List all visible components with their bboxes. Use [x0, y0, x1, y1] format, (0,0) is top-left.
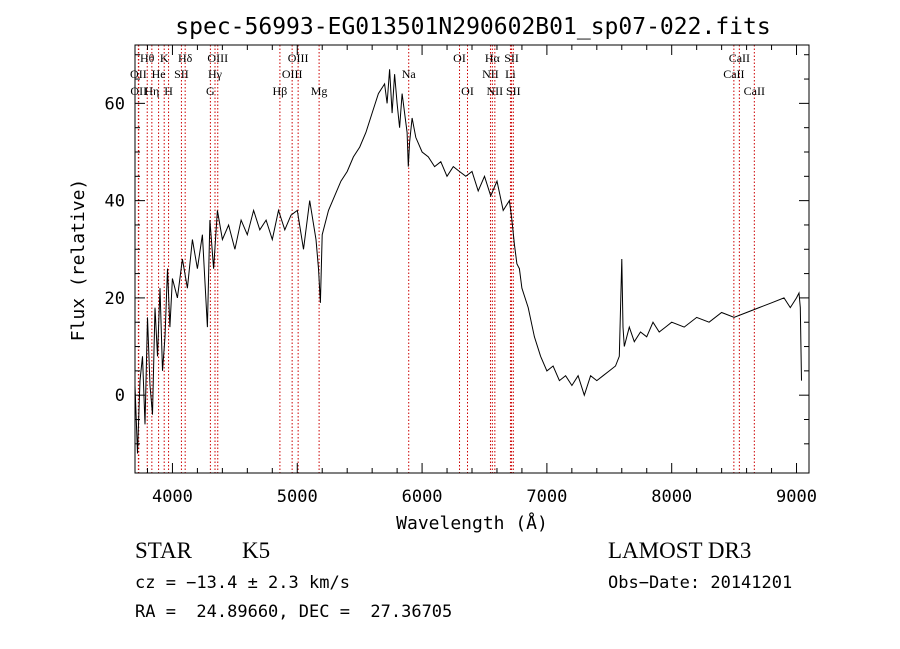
line-marker-label: NII	[482, 67, 499, 81]
x-tick-label: 4000	[152, 487, 193, 507]
line-marker-label: NII	[487, 84, 504, 98]
x-tick-label: 6000	[402, 487, 443, 507]
x-tick-label: 9000	[776, 487, 817, 507]
line-marker-label: OI	[461, 84, 474, 98]
y-tick-label: 0	[115, 386, 125, 406]
line-marker-label: Hδ	[178, 51, 193, 65]
line-marker-label: SII	[506, 84, 521, 98]
x-tick-label: 8000	[651, 487, 692, 507]
line-marker-label: CaII	[744, 84, 765, 98]
line-marker-label: SII	[174, 67, 189, 81]
spectrum-series-line	[134, 69, 802, 454]
survey-release: LAMOST DR3	[608, 538, 752, 563]
line-marker-label: Hβ	[273, 84, 288, 98]
line-marker-label: OIII	[282, 67, 303, 81]
line-marker-label: OIII	[207, 51, 228, 65]
line-marker-label: SII	[504, 51, 519, 65]
line-marker-label: CaII	[729, 51, 750, 65]
line-marker-label: Hθ	[140, 51, 155, 65]
y-tick-label: 60	[105, 94, 125, 114]
x-axis-ticks: 4000 5000 6000 7000 8000 9000	[146, 45, 817, 507]
x-tick-label: 5000	[277, 487, 318, 507]
ra-dec: RA = 24.89660, DEC = 27.36705	[135, 602, 453, 622]
line-markers	[137, 45, 755, 473]
chart-title: spec-56993-EG013501N290602B01_sp07-022.f…	[175, 14, 770, 40]
line-marker-label: K	[160, 51, 169, 65]
y-axis-label: Flux (relative)	[68, 179, 89, 342]
line-marker-label: OI	[453, 51, 466, 65]
line-marker-label: Hα	[485, 51, 501, 65]
redshift-cz: cz = −13.4 ± 2.3 km/s	[135, 573, 350, 593]
y-tick-label: 20	[105, 289, 125, 309]
x-axis-label: Wavelength (Å)	[396, 512, 548, 534]
line-marker-label: OIII	[288, 51, 309, 65]
y-tick-label: 40	[105, 192, 125, 212]
line-marker-label: Li	[505, 67, 516, 81]
object-class: STAR	[135, 538, 192, 563]
line-marker-label: Mg	[311, 84, 328, 98]
line-marker-label: Na	[402, 67, 417, 81]
line-marker-label: G	[206, 84, 215, 98]
obs-date: Obs−Date: 20141201	[608, 573, 793, 593]
line-marker-label: He	[152, 67, 166, 81]
object-subclass: K5	[242, 538, 271, 563]
y-axis-ticks: 0 20 40 60	[105, 54, 809, 445]
line-marker-label: H	[164, 84, 173, 98]
line-marker-label: Hγ	[208, 67, 223, 81]
line-marker-label: OII	[130, 67, 147, 81]
plot-frame	[134, 44, 810, 474]
x-tick-label: 7000	[526, 487, 567, 507]
line-marker-label: Hη	[144, 84, 159, 98]
line-marker-label: CaII	[723, 67, 744, 81]
